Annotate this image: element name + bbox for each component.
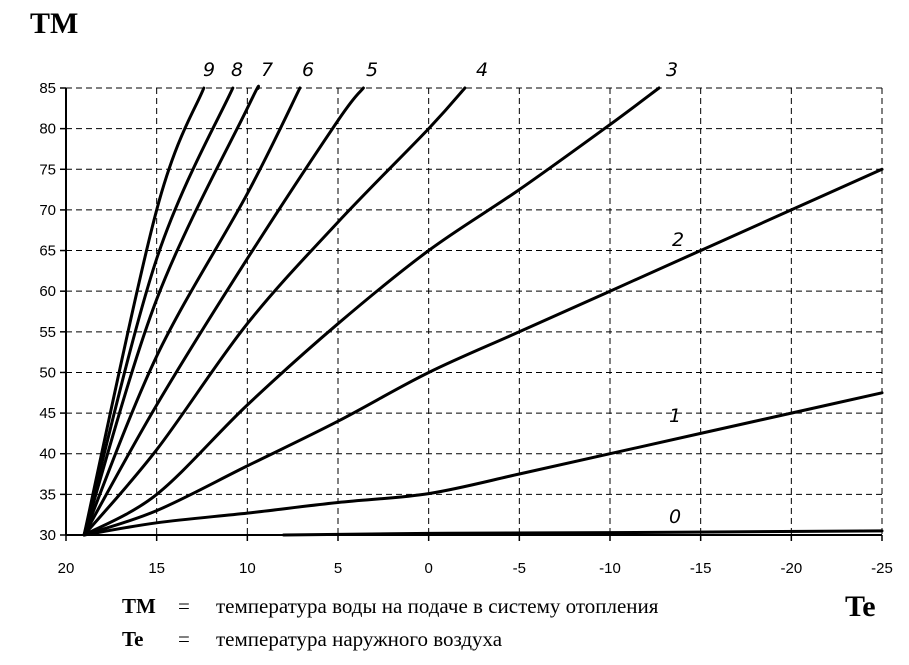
curve-6 (82, 86, 302, 537)
curve-label-8: 8 (231, 59, 243, 81)
y-tick-label: 65 (39, 243, 56, 260)
y-tick-label: 75 (39, 161, 56, 178)
curve-4 (82, 86, 467, 537)
legend-te-eq: = (178, 627, 190, 651)
curve-label-1: 1 (669, 405, 681, 427)
y-tick-label: 45 (39, 405, 56, 422)
curve-label-9: 9 (203, 59, 215, 81)
curve-labels: 9 8 7 6 5 4 3 2 1 0 (203, 59, 684, 528)
curve-1 (82, 391, 884, 537)
curves (82, 84, 884, 537)
y-tick-label: 50 (39, 364, 56, 381)
y-tick-label: 30 (39, 527, 56, 544)
curve-label-7: 7 (261, 59, 273, 81)
legend-tm-eq: = (178, 594, 190, 618)
legend-te-key: Te (122, 627, 143, 651)
curve-8 (82, 86, 235, 537)
y-tick-label: 70 (39, 202, 56, 219)
x-axis-title: Te (845, 590, 876, 623)
grid (66, 88, 882, 535)
x-tick-label: -25 (871, 560, 893, 577)
y-tick-label: 35 (39, 486, 56, 503)
y-tick-label: 40 (39, 446, 56, 463)
curve-5 (82, 86, 365, 537)
curve-2 (82, 167, 884, 537)
axes (60, 87, 883, 541)
y-tick-label: 60 (39, 283, 56, 300)
x-tick-label: -20 (780, 560, 802, 577)
y-tick-label: 80 (39, 121, 56, 138)
legend-te-desc: температура наружного воздуха (216, 627, 503, 651)
y-axis-title: TM (30, 7, 78, 40)
x-tick-label: 0 (424, 560, 432, 577)
curve-label-6: 6 (302, 59, 314, 81)
legend-tm-key: TM (122, 594, 156, 618)
curve-3 (82, 86, 661, 537)
y-tick-label: 55 (39, 324, 56, 341)
x-tick-label: 15 (148, 560, 165, 577)
curve-label-4: 4 (476, 59, 488, 81)
x-tick-label: -15 (690, 560, 712, 577)
x-tick-label: -10 (599, 560, 621, 577)
legend-tm-desc: температура воды на подаче в систему ото… (216, 594, 659, 618)
curve-label-3: 3 (666, 59, 678, 81)
curve-9 (82, 86, 206, 537)
x-tick-label: 10 (239, 560, 256, 577)
curve-7 (82, 84, 260, 537)
curve-label-2: 2 (672, 229, 684, 251)
curve-label-0: 0 (669, 506, 681, 528)
legend: TM = температура воды на подаче в систем… (122, 594, 659, 651)
curve-label-5: 5 (366, 59, 378, 81)
x-tick-label: 5 (334, 560, 342, 577)
y-tick-label: 85 (39, 80, 56, 97)
x-tick-label: 20 (58, 560, 75, 577)
x-tick-label: -5 (513, 560, 526, 577)
